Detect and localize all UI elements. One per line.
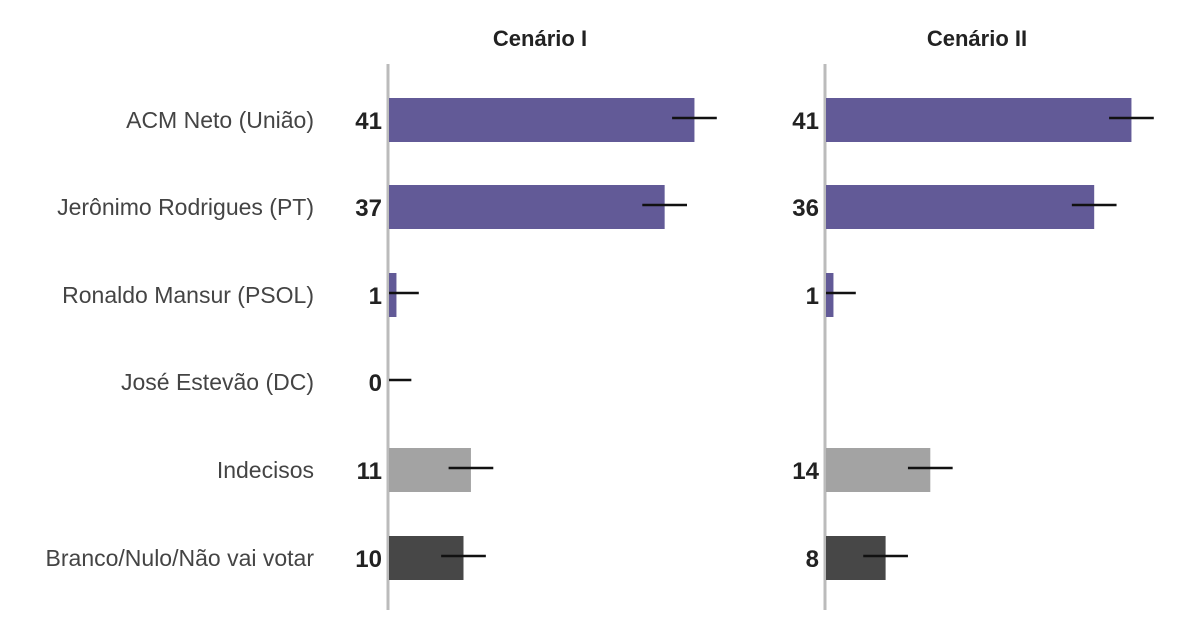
value-label: 14 [792, 458, 819, 485]
value-label: 1 [806, 283, 819, 310]
category-label: Indecisos [217, 457, 314, 483]
value-label: 36 [792, 195, 819, 222]
bar [826, 185, 1095, 229]
value-label: 8 [806, 546, 819, 573]
category-label: ACM Neto (União) [126, 107, 314, 133]
category-label: Jerônimo Rodrigues (PT) [57, 194, 314, 220]
value-label: 41 [792, 108, 819, 135]
category-label: Branco/Nulo/Não vai votar [46, 545, 315, 571]
value-label: 10 [355, 546, 382, 573]
bar [389, 185, 665, 229]
bar [389, 536, 464, 580]
bar [826, 273, 834, 317]
value-label: 37 [355, 195, 382, 222]
bar [826, 98, 1132, 142]
panel-cenario-2: Cenário II 41 36 1 14 8 [792, 26, 1154, 610]
bar [389, 98, 695, 142]
category-label: José Estevão (DC) [121, 369, 314, 395]
panel-title: Cenário II [927, 26, 1027, 51]
category-labels: ACM Neto (União) Jerônimo Rodrigues (PT) R… [46, 107, 315, 571]
bar [826, 448, 931, 492]
panel-title: Cenário I [493, 26, 587, 51]
category-label: Ronaldo Mansur (PSOL) [62, 282, 314, 308]
bar [389, 273, 397, 317]
bar [389, 448, 471, 492]
value-label: 0 [369, 370, 382, 397]
bar-marks: 41 36 1 14 8 [792, 98, 1154, 580]
bar [826, 536, 886, 580]
value-label: 41 [355, 108, 382, 135]
value-label: 11 [357, 458, 382, 485]
value-label: 1 [369, 283, 382, 310]
